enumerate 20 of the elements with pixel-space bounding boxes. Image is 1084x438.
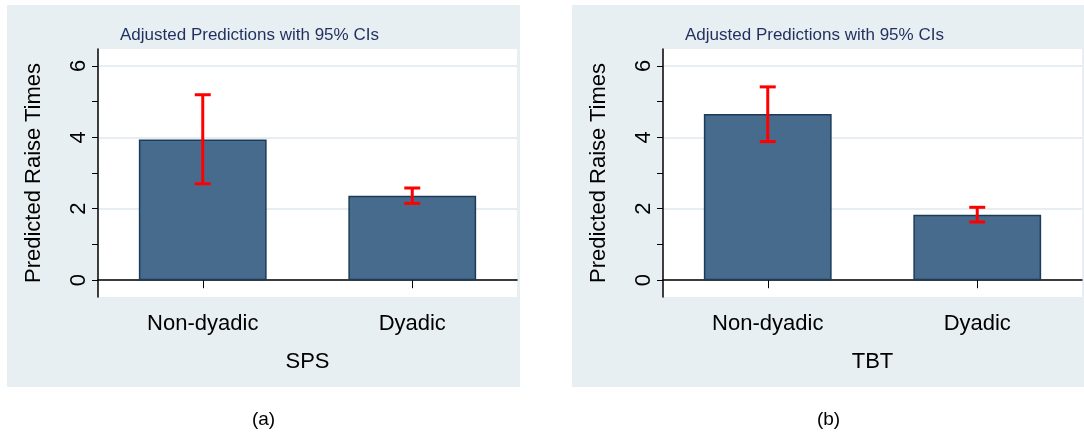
x-tick-label: Non-dyadic: [147, 309, 259, 335]
text: (a): [250, 408, 277, 430]
x-axis-title: TBT: [851, 347, 894, 373]
x-axis-title: SPS: [285, 347, 330, 373]
y-tick-label: 4: [629, 131, 655, 144]
x-tick-label: Non-dyadic: [712, 309, 824, 335]
y-tick-label: 6: [629, 59, 655, 72]
y-tick-label: 6: [64, 59, 90, 72]
text: (b): [815, 408, 842, 430]
x-tick-label: Dyadic: [943, 309, 1011, 335]
y-axis-title: Predicted Raise Times: [584, 62, 610, 284]
y-tick-label: 4: [64, 131, 90, 144]
y-axis-title: Predicted Raise Times: [19, 62, 45, 284]
y-tick-label: 2: [629, 202, 655, 215]
chart-title: Adjusted Predictions with 95% CIs: [120, 25, 379, 44]
chart-title: Adjusted Predictions with 95% CIs: [685, 25, 944, 44]
y-tick-label: 0: [64, 274, 90, 287]
y-tick-label: 2: [64, 202, 90, 215]
x-tick-label: Dyadic: [378, 309, 446, 335]
y-tick-label: 0: [629, 274, 655, 287]
